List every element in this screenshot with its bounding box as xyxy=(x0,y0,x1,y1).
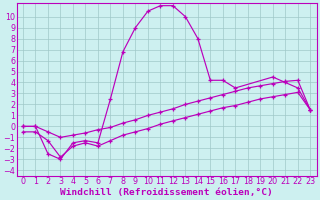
X-axis label: Windchill (Refroidissement éolien,°C): Windchill (Refroidissement éolien,°C) xyxy=(60,188,273,197)
